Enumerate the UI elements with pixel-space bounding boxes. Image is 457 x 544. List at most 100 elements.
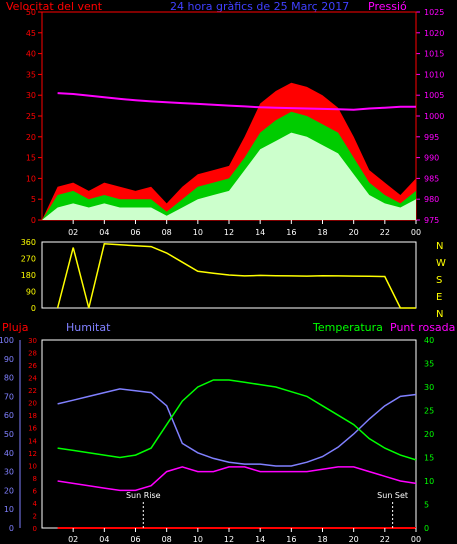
rain-tick-4: 8 bbox=[33, 475, 37, 483]
wind-series bbox=[42, 82, 416, 220]
p3-xtick-11: 00 bbox=[411, 535, 421, 544]
humidity-tick-1: 10 bbox=[4, 505, 14, 514]
p1-right-ticks: 975 980 985 990 995 1000 1005 1010 1015 1020 1025 bbox=[416, 8, 444, 225]
climate-panel-frame bbox=[41, 339, 417, 529]
rain-tick-1: 2 bbox=[33, 512, 37, 520]
rain-tick-3: 6 bbox=[33, 487, 38, 495]
rain-tick-14: 28 bbox=[28, 350, 37, 358]
p1-xticks: 02 04 06 08 10 12 14 16 18 20 22 00 bbox=[68, 220, 421, 237]
humidity-tick-4: 40 bbox=[4, 449, 14, 458]
temp-tick-0: 0 bbox=[424, 524, 429, 533]
compass-0: N bbox=[436, 241, 443, 252]
pressure-label: Pressió bbox=[368, 0, 407, 13]
rain-tick-6: 12 bbox=[28, 450, 37, 458]
humidity-tick-5: 50 bbox=[4, 430, 14, 439]
wind-tick-2: 10 bbox=[26, 174, 36, 183]
p3-xtick-9: 20 bbox=[349, 535, 359, 544]
rain-tick-5: 10 bbox=[28, 462, 37, 470]
pressure-tick-2: 985 bbox=[424, 174, 439, 183]
p1-xtick-0: 02 bbox=[68, 228, 78, 237]
dewpoint-label: Punt rosada bbox=[390, 321, 455, 334]
wind-series-area-2 bbox=[42, 132, 416, 220]
wind-tick-10: 50 bbox=[26, 8, 36, 17]
temp-tick-8: 40 bbox=[424, 336, 434, 345]
wind-tick-3: 15 bbox=[26, 154, 36, 163]
pressure-tick-6: 1005 bbox=[424, 91, 444, 100]
compass-4: N bbox=[436, 309, 443, 320]
p1-xtick-6: 14 bbox=[255, 228, 265, 237]
p3-xtick-5: 12 bbox=[224, 535, 234, 544]
humidity-tick-0: 0 bbox=[9, 524, 14, 533]
p1-xtick-11: 00 bbox=[411, 228, 421, 237]
temperature-ticks: 0 5 10 15 20 25 30 35 40 bbox=[424, 336, 434, 533]
wind-tick-9: 45 bbox=[26, 29, 36, 38]
temp-tick-3: 15 bbox=[424, 454, 434, 463]
humidity-tick-10: 100 bbox=[0, 336, 14, 345]
wind-tick-4: 20 bbox=[26, 133, 36, 142]
wind-tick-7: 35 bbox=[26, 70, 36, 79]
temperature-label: Temperatura bbox=[312, 321, 383, 334]
p1-xtick-10: 22 bbox=[380, 228, 390, 237]
climate-line-2 bbox=[57, 466, 417, 492]
pressure-tick-1: 980 bbox=[424, 195, 439, 204]
p1-left-ticks: 0 5 10 15 20 25 30 35 40 45 50 bbox=[26, 8, 42, 225]
climate-series bbox=[57, 379, 417, 529]
humidity-tick-7: 70 bbox=[4, 392, 14, 401]
rain-tick-7: 14 bbox=[28, 437, 37, 445]
wind-tick-0: 0 bbox=[31, 216, 36, 225]
rain-tick-8: 16 bbox=[28, 425, 37, 433]
marker-label-0: Sun Rise bbox=[126, 491, 161, 500]
rain-tick-12: 24 bbox=[28, 375, 37, 383]
rain-label: Pluja bbox=[2, 321, 28, 334]
humidity-tick-9: 90 bbox=[4, 355, 14, 364]
p1-xtick-9: 20 bbox=[349, 228, 359, 237]
p3-xtick-4: 10 bbox=[193, 535, 203, 544]
humidity-ticks: 0 10 20 30 40 50 60 70 80 90 100 bbox=[0, 336, 21, 533]
wind-tick-1: 5 bbox=[31, 195, 36, 204]
temp-tick-7: 35 bbox=[424, 360, 434, 369]
temp-tick-2: 10 bbox=[424, 477, 434, 486]
marker-label-1: Sun Set bbox=[377, 491, 408, 500]
climate-line-1 bbox=[57, 379, 417, 461]
direction-tick-2: 180 bbox=[21, 271, 36, 280]
p3-xtick-7: 16 bbox=[286, 535, 296, 544]
p3-xtick-0: 02 bbox=[68, 535, 78, 544]
rain-tick-0: 0 bbox=[33, 525, 37, 533]
humidity-tick-8: 80 bbox=[4, 374, 14, 383]
rain-tick-11: 22 bbox=[28, 387, 37, 395]
pressure-tick-9: 1020 bbox=[424, 29, 444, 38]
pressure-tick-5: 1000 bbox=[424, 112, 444, 121]
sun-markers: Sun Rise Sun Set bbox=[126, 491, 408, 528]
direction-tick-1: 90 bbox=[26, 288, 36, 297]
wind-tick-6: 30 bbox=[26, 91, 36, 100]
rain-tick-10: 20 bbox=[28, 400, 37, 408]
rain-tick-9: 18 bbox=[28, 412, 37, 420]
p3-xtick-8: 18 bbox=[317, 535, 327, 544]
p1-xtick-1: 04 bbox=[99, 228, 109, 237]
direction-tick-4: 360 bbox=[21, 238, 36, 247]
p3-xticks: 02 04 06 08 10 12 14 16 18 20 22 00 bbox=[68, 528, 421, 544]
p1-xtick-8: 18 bbox=[317, 228, 327, 237]
wind-tick-8: 40 bbox=[26, 50, 36, 59]
humidity-tick-3: 30 bbox=[4, 468, 14, 477]
temp-tick-6: 30 bbox=[424, 383, 434, 392]
pressure-tick-0: 975 bbox=[424, 216, 439, 225]
rain-tick-15: 30 bbox=[28, 337, 37, 345]
p1-xtick-4: 10 bbox=[193, 228, 203, 237]
p1-xtick-2: 06 bbox=[130, 228, 140, 237]
p1-xtick-5: 12 bbox=[224, 228, 234, 237]
p3-xtick-3: 08 bbox=[162, 535, 172, 544]
pressure-tick-8: 1015 bbox=[424, 50, 444, 59]
humidity-tick-2: 20 bbox=[4, 486, 14, 495]
pressure-line bbox=[57, 92, 416, 111]
p3-xtick-1: 04 bbox=[99, 535, 109, 544]
p3-xtick-6: 14 bbox=[255, 535, 265, 544]
chart-title: 24 hora gràfics de 25 Març 2017 bbox=[170, 0, 349, 13]
direction-line bbox=[56, 243, 416, 309]
pressure-tick-3: 990 bbox=[424, 154, 439, 163]
pressure-tick-4: 995 bbox=[424, 133, 439, 142]
compass-2: S bbox=[436, 275, 442, 286]
direction-tick-3: 270 bbox=[21, 255, 36, 264]
